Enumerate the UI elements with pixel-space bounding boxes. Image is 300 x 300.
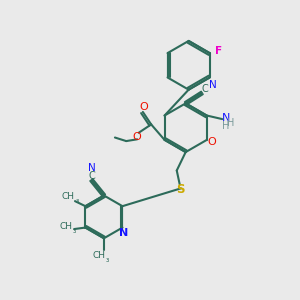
Text: N: N xyxy=(222,112,230,123)
Text: ₃: ₃ xyxy=(106,255,109,264)
Text: N: N xyxy=(119,228,129,238)
Text: CH: CH xyxy=(61,192,74,201)
Text: CH: CH xyxy=(60,222,73,231)
Text: C: C xyxy=(201,84,208,94)
Text: ₃: ₃ xyxy=(73,226,76,235)
Text: N: N xyxy=(209,80,217,90)
Text: ₃: ₃ xyxy=(76,196,79,205)
Text: H: H xyxy=(222,121,230,130)
Text: CH: CH xyxy=(93,251,106,260)
Text: O: O xyxy=(208,137,217,147)
Text: C: C xyxy=(89,171,96,181)
Text: O: O xyxy=(133,132,141,142)
Text: O: O xyxy=(139,102,148,112)
Text: S: S xyxy=(176,183,185,196)
Text: H: H xyxy=(227,118,235,128)
Text: N: N xyxy=(88,163,96,172)
Text: F: F xyxy=(214,46,222,56)
